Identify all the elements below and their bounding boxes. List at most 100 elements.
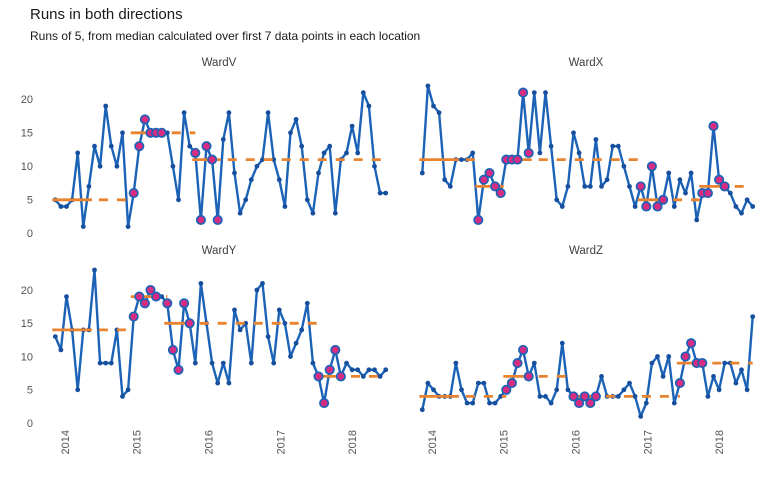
data-point bbox=[92, 267, 97, 273]
data-point bbox=[722, 360, 728, 366]
signal-point bbox=[473, 214, 484, 225]
x-tick-label: 2018 bbox=[714, 430, 726, 454]
signal-point bbox=[523, 147, 534, 158]
data-point bbox=[97, 360, 103, 366]
data-point bbox=[377, 190, 383, 196]
data-point bbox=[431, 387, 436, 393]
data-point bbox=[92, 143, 97, 149]
x-tick-label: 2015 bbox=[132, 430, 144, 454]
data-point bbox=[733, 380, 739, 386]
data-point bbox=[248, 177, 254, 183]
data-point bbox=[576, 150, 582, 156]
data-point bbox=[176, 197, 181, 203]
data-point bbox=[271, 360, 277, 366]
data-point bbox=[442, 177, 448, 183]
data-point bbox=[299, 143, 305, 149]
data-point bbox=[114, 163, 120, 169]
data-point bbox=[582, 184, 588, 189]
y-tick-label: 0 bbox=[27, 228, 33, 240]
data-point bbox=[537, 394, 543, 399]
data-point bbox=[543, 90, 548, 95]
data-point bbox=[716, 387, 722, 393]
data-point bbox=[733, 204, 739, 209]
data-point bbox=[688, 170, 694, 176]
signal-point bbox=[145, 284, 156, 296]
data-point bbox=[587, 184, 593, 189]
signal-point bbox=[495, 188, 506, 199]
signal-point bbox=[335, 371, 346, 382]
data-point bbox=[321, 150, 327, 156]
data-point bbox=[120, 130, 125, 136]
facet-label-WardX: WardX bbox=[569, 57, 604, 69]
data-point bbox=[310, 210, 316, 216]
signal-point bbox=[523, 371, 534, 382]
signal-point bbox=[201, 141, 212, 152]
data-point bbox=[260, 281, 265, 286]
data-point bbox=[705, 394, 711, 399]
data-point bbox=[304, 300, 310, 306]
data-point bbox=[366, 367, 372, 373]
data-point bbox=[75, 387, 81, 393]
signal-point bbox=[173, 364, 184, 375]
x-tick-label: 2016 bbox=[570, 430, 582, 454]
data-point bbox=[649, 360, 655, 366]
signal-point bbox=[139, 298, 150, 309]
signal-point bbox=[512, 358, 523, 369]
data-point bbox=[293, 340, 299, 346]
y-tick-label: 20 bbox=[21, 285, 33, 297]
data-point bbox=[599, 184, 604, 189]
signal-point bbox=[680, 351, 691, 362]
data-point bbox=[621, 163, 627, 169]
data-point bbox=[744, 197, 750, 203]
signal-point bbox=[686, 338, 697, 349]
data-point bbox=[643, 400, 649, 406]
data-point bbox=[97, 163, 103, 169]
data-point bbox=[377, 374, 383, 379]
data-point bbox=[181, 110, 187, 116]
y-tick-label: 10 bbox=[21, 351, 33, 363]
data-point bbox=[425, 83, 431, 89]
data-point bbox=[548, 400, 554, 406]
data-point bbox=[610, 143, 616, 149]
signal-point bbox=[590, 391, 601, 402]
data-point bbox=[360, 90, 366, 95]
signal-point bbox=[184, 318, 195, 329]
data-point bbox=[254, 287, 260, 293]
data-point bbox=[655, 354, 660, 359]
data-point bbox=[487, 400, 492, 406]
data-point bbox=[366, 103, 372, 109]
data-point bbox=[226, 110, 232, 116]
run-line-WardY bbox=[54, 268, 387, 405]
signal-point bbox=[512, 154, 523, 165]
data-point bbox=[86, 184, 92, 189]
data-point bbox=[103, 360, 109, 366]
data-point bbox=[344, 150, 349, 156]
signal-point bbox=[330, 344, 341, 355]
signal-point bbox=[702, 188, 713, 199]
facet-label-WardZ: WardZ bbox=[569, 245, 603, 257]
signal-point bbox=[501, 384, 512, 395]
signal-point bbox=[635, 181, 646, 192]
data-point bbox=[192, 360, 198, 366]
signal-point bbox=[313, 371, 324, 382]
signal-point bbox=[568, 391, 579, 402]
signal-point bbox=[167, 344, 178, 355]
signal-point bbox=[646, 161, 657, 172]
data-point bbox=[310, 360, 316, 366]
data-point bbox=[632, 394, 638, 399]
data-point bbox=[419, 170, 425, 176]
data-point bbox=[671, 400, 677, 406]
data-point bbox=[627, 184, 632, 189]
data-point bbox=[316, 170, 321, 176]
signal-point bbox=[179, 298, 190, 309]
data-point bbox=[125, 387, 131, 393]
signal-point bbox=[518, 87, 529, 98]
chart-subtitle: Runs of 5, from median calculated over f… bbox=[30, 29, 421, 43]
signal-point bbox=[478, 174, 489, 185]
data-point bbox=[447, 184, 453, 189]
data-point bbox=[750, 314, 756, 319]
data-point bbox=[75, 150, 81, 156]
signal-point bbox=[128, 311, 139, 322]
data-point bbox=[425, 380, 431, 386]
y-tick-label: 20 bbox=[21, 94, 33, 106]
